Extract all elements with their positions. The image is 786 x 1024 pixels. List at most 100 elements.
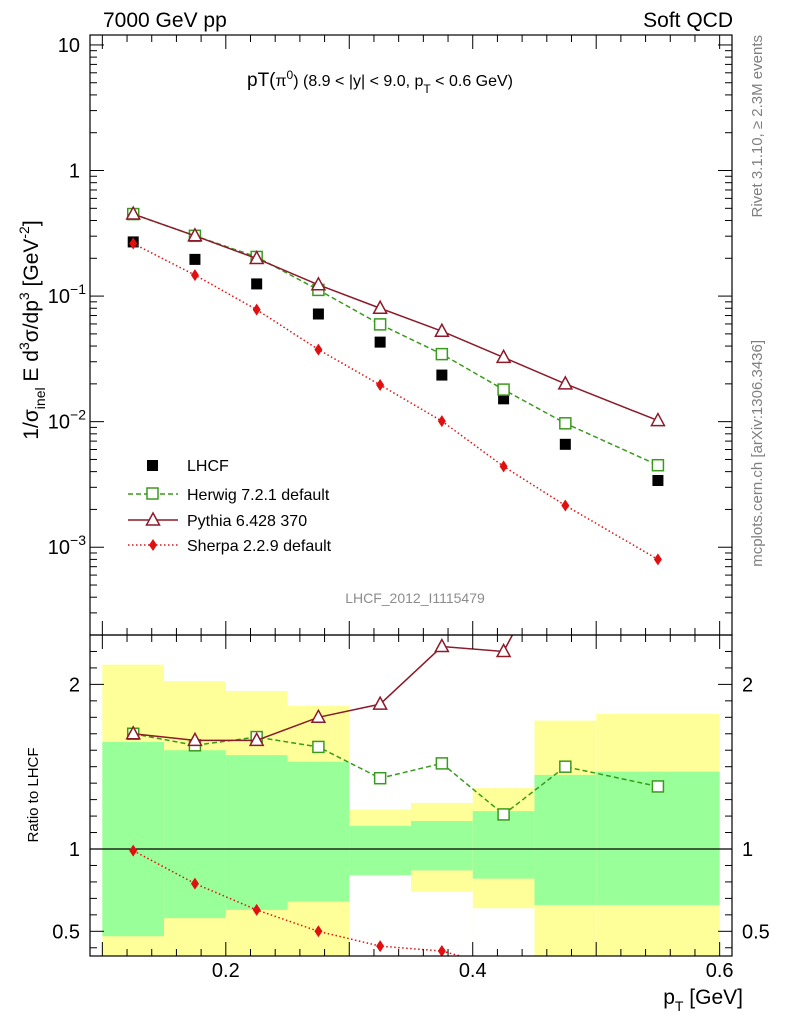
- pythia-line: [132, 213, 659, 422]
- chart-title: pT(π0) (8.9 < |y| < 9.0, pT < 0.6 GeV): [247, 68, 513, 96]
- ratio-sherpa-line: [132, 849, 464, 956]
- inner-band-2: [225, 755, 288, 910]
- ratio-ticks: 2 2 1 1 0.5 0.5 0.2 0.4 0.6: [52, 635, 770, 982]
- sherpa-point-3: [314, 343, 323, 356]
- ratio-sherpa-point-2: [252, 903, 261, 916]
- ratio-plot-frame: [89, 634, 733, 957]
- legend-entry-sherpa: Sherpa 2.2.9 default: [128, 538, 332, 555]
- inner-band-0: [102, 742, 165, 937]
- main-plot-series: [125, 205, 666, 566]
- x-axis-label: pT [GeV]: [663, 986, 743, 1014]
- x-tick-label: 0.2: [212, 960, 240, 982]
- ratio-herwig-point-7: [559, 760, 572, 773]
- main-y-ticks: 10 1 10−1 10−2 10−3: [48, 35, 732, 636]
- sherpa-point-7: [561, 499, 570, 512]
- legend-marker-herwig: [146, 487, 159, 500]
- legend: LHCF Herwig 7.2.1 default Pythia 6.428 3…: [128, 458, 332, 555]
- ratio-pythia-point-5: [434, 637, 450, 653]
- y-axis-label: 1/σinel E d3σ/dp3 [GeV-2]: [16, 220, 48, 439]
- ratio-series: [125, 635, 665, 995]
- sherpa-point-1: [190, 269, 199, 282]
- energy-label: 7000 GeV pp: [103, 9, 227, 32]
- lhcf-point-7: [559, 438, 571, 450]
- legend-marker-pythia: [145, 511, 161, 526]
- legend-marker-lhcf: [147, 460, 158, 471]
- y-tick-label: 10−3: [48, 532, 86, 559]
- pythia-point-6: [495, 348, 512, 364]
- lhcf-point-8: [652, 474, 664, 486]
- ratio-y-tick-label-right: 2: [742, 674, 753, 696]
- legend-entry-lhcf: LHCF: [147, 458, 229, 475]
- herwig-point-7: [559, 417, 572, 430]
- lhcf-point-4: [374, 336, 386, 348]
- sherpa-point-8: [653, 553, 662, 566]
- pythia-point-0: [125, 205, 141, 220]
- herwig-point-5: [435, 347, 449, 361]
- ratio-axis-label: Ratio to LHCF: [25, 747, 42, 842]
- ratio-herwig-point-8: [651, 780, 665, 793]
- sherpa-point-4: [376, 378, 385, 391]
- lhcf-point-3: [312, 308, 324, 320]
- lhcf-point-1: [189, 253, 201, 265]
- ratio-uncertainty-bands: [90, 664, 732, 956]
- legend-label-lhcf: LHCF: [187, 458, 229, 475]
- herwig-point-6: [497, 383, 510, 396]
- ratio-pythia-point-2: [248, 731, 265, 747]
- lhcf-point-2: [251, 278, 263, 290]
- analysis-id: LHCF_2012_I1115479: [345, 590, 485, 606]
- ratio-y-tick-label: 2: [69, 674, 80, 696]
- ratio-sherpa-point-3: [314, 925, 323, 938]
- ratio-sherpa-point-6: [500, 962, 508, 974]
- mcplots-label: mcplots.cern.ch [arXiv:1306.3436]: [749, 340, 766, 567]
- legend-marker-sherpa: [149, 539, 157, 551]
- inner-band-7: [534, 774, 597, 905]
- ratio-y-tick-label: 0.5: [52, 921, 80, 943]
- legend-label-pythia: Pythia 6.428 370: [187, 513, 307, 530]
- pythia-point-4: [372, 299, 388, 315]
- legend-entry-herwig: Herwig 7.2.1 default: [128, 487, 330, 504]
- ratio-sherpa-point-7: [561, 975, 569, 987]
- lhcf-point-5: [436, 369, 448, 381]
- legend-label-herwig: Herwig 7.2.1 default: [187, 487, 330, 504]
- pythia-point-8: [650, 412, 666, 427]
- inner-band-3: [287, 761, 350, 902]
- pythia-point-7: [557, 375, 574, 390]
- sherpa-point-5: [437, 415, 446, 428]
- sherpa-point-2: [252, 303, 261, 316]
- herwig-line: [132, 213, 659, 466]
- y-tick-label: 10−2: [48, 407, 86, 434]
- ratio-pythia-point-0: [125, 725, 141, 740]
- ratio-sherpa-point-4: [376, 940, 385, 953]
- inner-band-8: [596, 771, 720, 905]
- ratio-pythia-point-3: [310, 708, 327, 724]
- ratio-sherpa-point-8: [654, 983, 662, 995]
- y-tick-label: 1: [69, 161, 80, 183]
- inner-band-5: [411, 821, 473, 871]
- ratio-y-tick-label: 1: [69, 839, 80, 861]
- ratio-sherpa-point-1: [190, 877, 199, 890]
- ratio-herwig-point-5: [435, 757, 449, 770]
- x-tick-label: 0.6: [706, 960, 734, 982]
- pythia-point-2: [248, 249, 265, 265]
- ratio-pythia-point-1: [187, 731, 203, 747]
- pythia-point-3: [310, 276, 327, 291]
- ratio-sherpa-point-5: [437, 945, 446, 956]
- legend-entry-pythia: Pythia 6.428 370: [128, 511, 307, 530]
- sherpa-point-0: [129, 237, 138, 250]
- ratio-y-tick-label-right: 0.5: [742, 921, 770, 943]
- ratio-herwig-point-6: [497, 808, 510, 821]
- x-tick-label: 0.4: [459, 960, 487, 982]
- ratio-herwig-point-4: [373, 771, 387, 785]
- rivet-label: Rivet 3.1.10, ≥ 2.3M events: [749, 35, 766, 218]
- sherpa-point-6: [499, 460, 508, 473]
- band-gap-2: [472, 908, 535, 956]
- ratio-y-tick-label-right: 1: [742, 839, 753, 861]
- process-label: Soft QCD: [643, 9, 733, 32]
- y-tick-label: 10−1: [48, 281, 86, 308]
- legend-label-sherpa: Sherpa 2.2.9 default: [187, 538, 332, 555]
- pythia-point-5: [434, 322, 450, 337]
- ratio-pythia-point-4: [372, 695, 388, 710]
- inner-band-6: [472, 811, 535, 879]
- ratio-sherpa-point-0: [129, 844, 138, 857]
